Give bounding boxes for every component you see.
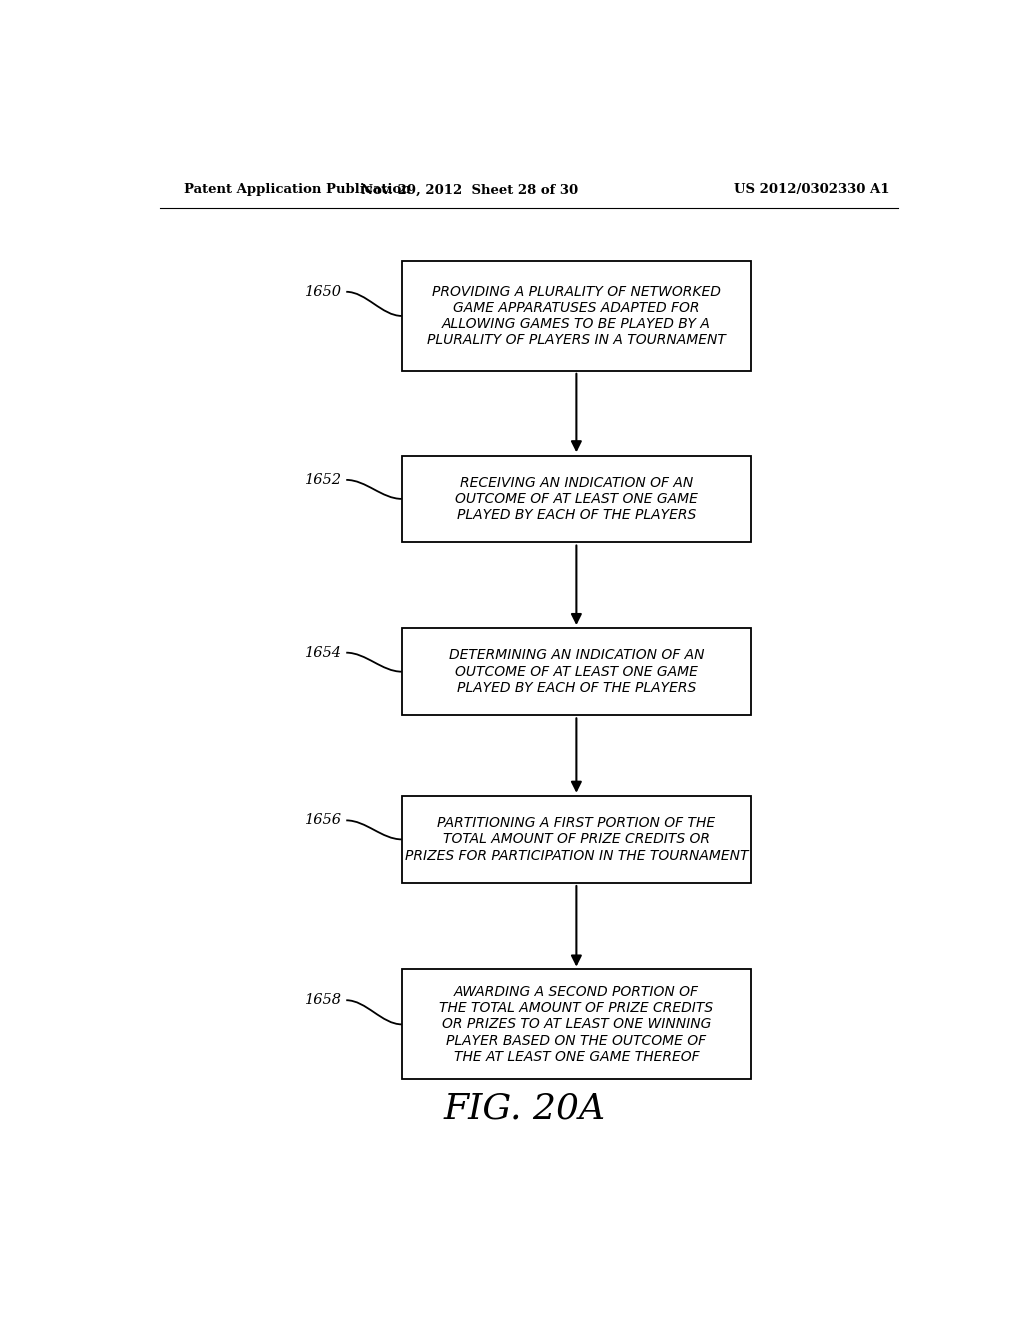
FancyBboxPatch shape — [401, 796, 751, 883]
FancyBboxPatch shape — [401, 261, 751, 371]
Text: DETERMINING AN INDICATION OF AN
OUTCOME OF AT LEAST ONE GAME
PLAYED BY EACH OF T: DETERMINING AN INDICATION OF AN OUTCOME … — [449, 648, 705, 694]
Text: 1656: 1656 — [305, 813, 342, 828]
Text: 1658: 1658 — [305, 993, 342, 1007]
Text: Patent Application Publication: Patent Application Publication — [183, 183, 411, 197]
FancyBboxPatch shape — [401, 455, 751, 543]
Text: AWARDING A SECOND PORTION OF
THE TOTAL AMOUNT OF PRIZE CREDITS
OR PRIZES TO AT L: AWARDING A SECOND PORTION OF THE TOTAL A… — [439, 985, 714, 1064]
Text: 1652: 1652 — [305, 473, 342, 487]
Text: RECEIVING AN INDICATION OF AN
OUTCOME OF AT LEAST ONE GAME
PLAYED BY EACH OF THE: RECEIVING AN INDICATION OF AN OUTCOME OF… — [455, 475, 697, 523]
Text: US 2012/0302330 A1: US 2012/0302330 A1 — [734, 183, 890, 197]
Text: Nov. 29, 2012  Sheet 28 of 30: Nov. 29, 2012 Sheet 28 of 30 — [360, 183, 578, 197]
Text: 1650: 1650 — [305, 285, 342, 298]
FancyBboxPatch shape — [401, 969, 751, 1080]
Text: 1654: 1654 — [305, 645, 342, 660]
Text: PROVIDING A PLURALITY OF NETWORKED
GAME APPARATUSES ADAPTED FOR
ALLOWING GAMES T: PROVIDING A PLURALITY OF NETWORKED GAME … — [427, 285, 726, 347]
Text: PARTITIONING A FIRST PORTION OF THE
TOTAL AMOUNT OF PRIZE CREDITS OR
PRIZES FOR : PARTITIONING A FIRST PORTION OF THE TOTA… — [404, 816, 749, 862]
Text: FIG. 20A: FIG. 20A — [443, 1092, 606, 1126]
FancyBboxPatch shape — [401, 628, 751, 715]
